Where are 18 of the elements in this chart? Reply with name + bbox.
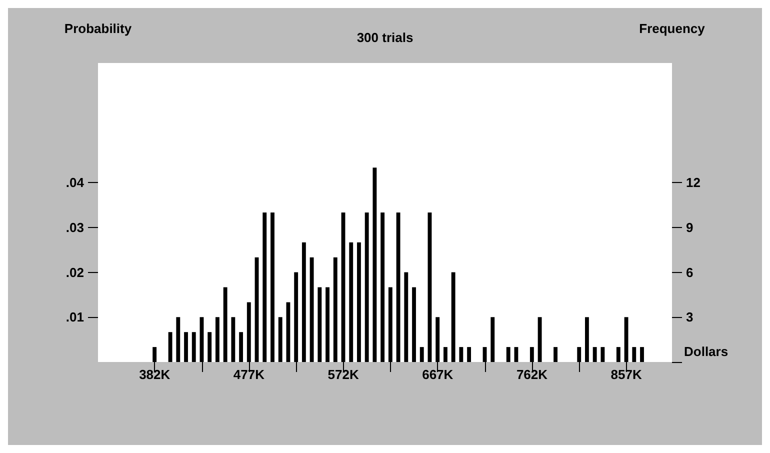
x-tick-label: 382K (139, 367, 171, 382)
y2-tick-label: 12 (686, 175, 700, 190)
x-tick-label: 667K (422, 367, 454, 382)
y-tick-label: .01 (66, 310, 84, 325)
chart-title: 300 trials (356, 30, 414, 45)
x-tick-label: 572K (328, 367, 360, 382)
y-axis-title: Probability (64, 21, 132, 36)
x-axis-title: Dollars (684, 344, 728, 359)
y-tick-label: .03 (66, 220, 84, 236)
y-tick-label: .02 (66, 264, 84, 280)
x-tick-label: 857K (610, 367, 642, 382)
y2-tick-label: 9 (686, 220, 694, 235)
x-tick-label: 762K (516, 367, 548, 382)
y2-tick-label: 3 (686, 310, 694, 325)
x-tick-label: 477K (233, 367, 266, 382)
y2-axis-title: Frequency (639, 21, 706, 36)
y-tick-label: .04 (66, 175, 85, 190)
y2-tick-label: 6 (686, 264, 694, 280)
